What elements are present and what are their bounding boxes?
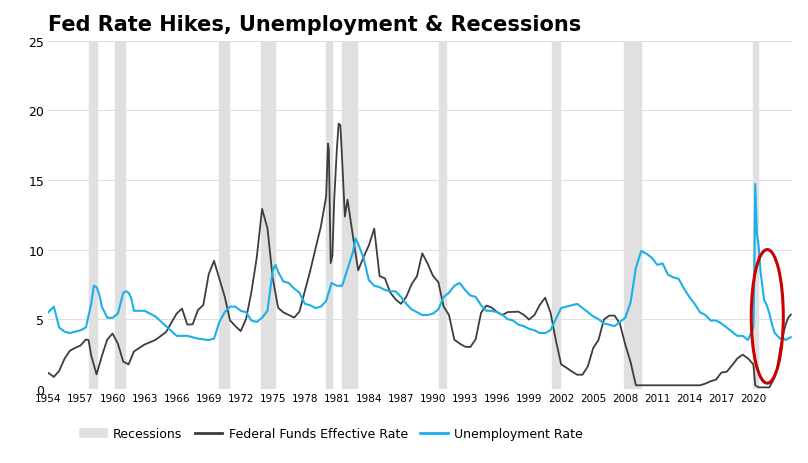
Line: Federal Funds Effective Rate: Federal Funds Effective Rate [48, 125, 791, 388]
Federal Funds Effective Rate [599, 317, 608, 323]
Unemployment Rate [44, 310, 53, 315]
Bar [753, 42, 758, 389]
Federal Funds Effective Rate [461, 344, 470, 350]
Unemployment Rate [252, 319, 262, 325]
Federal Funds Effective Rate [76, 343, 86, 349]
Unemployment Rate [204, 338, 213, 343]
Bar [553, 42, 560, 389]
Bar [261, 42, 276, 389]
Unemployment Rate [572, 301, 582, 307]
Unemployment Rate [126, 296, 136, 301]
Legend: Recessions, Federal Funds Effective Rate, Unemployment Rate: Recessions, Federal Funds Effective Rate… [74, 422, 587, 445]
Bar [625, 42, 642, 389]
Federal Funds Effective Rate [44, 370, 53, 376]
Federal Funds Effective Rate [786, 312, 796, 318]
Line: Unemployment Rate: Unemployment Rate [48, 185, 791, 340]
Bar [343, 42, 357, 389]
Federal Funds Effective Rate [754, 385, 764, 390]
Federal Funds Effective Rate [760, 385, 769, 390]
Federal Funds Effective Rate [46, 372, 56, 378]
Federal Funds Effective Rate [621, 342, 630, 348]
Unemployment Rate [751, 182, 760, 188]
Federal Funds Effective Rate [334, 122, 343, 127]
Bar [440, 42, 446, 389]
Text: Fed Rate Hikes, Unemployment & Recessions: Fed Rate Hikes, Unemployment & Recession… [48, 15, 582, 35]
Bar [89, 42, 96, 389]
Unemployment Rate [193, 336, 203, 342]
Unemployment Rate [786, 335, 796, 340]
Bar [116, 42, 125, 389]
Bar [218, 42, 229, 389]
Bar [326, 42, 332, 389]
Unemployment Rate [257, 315, 267, 321]
Unemployment Rate [402, 301, 411, 307]
